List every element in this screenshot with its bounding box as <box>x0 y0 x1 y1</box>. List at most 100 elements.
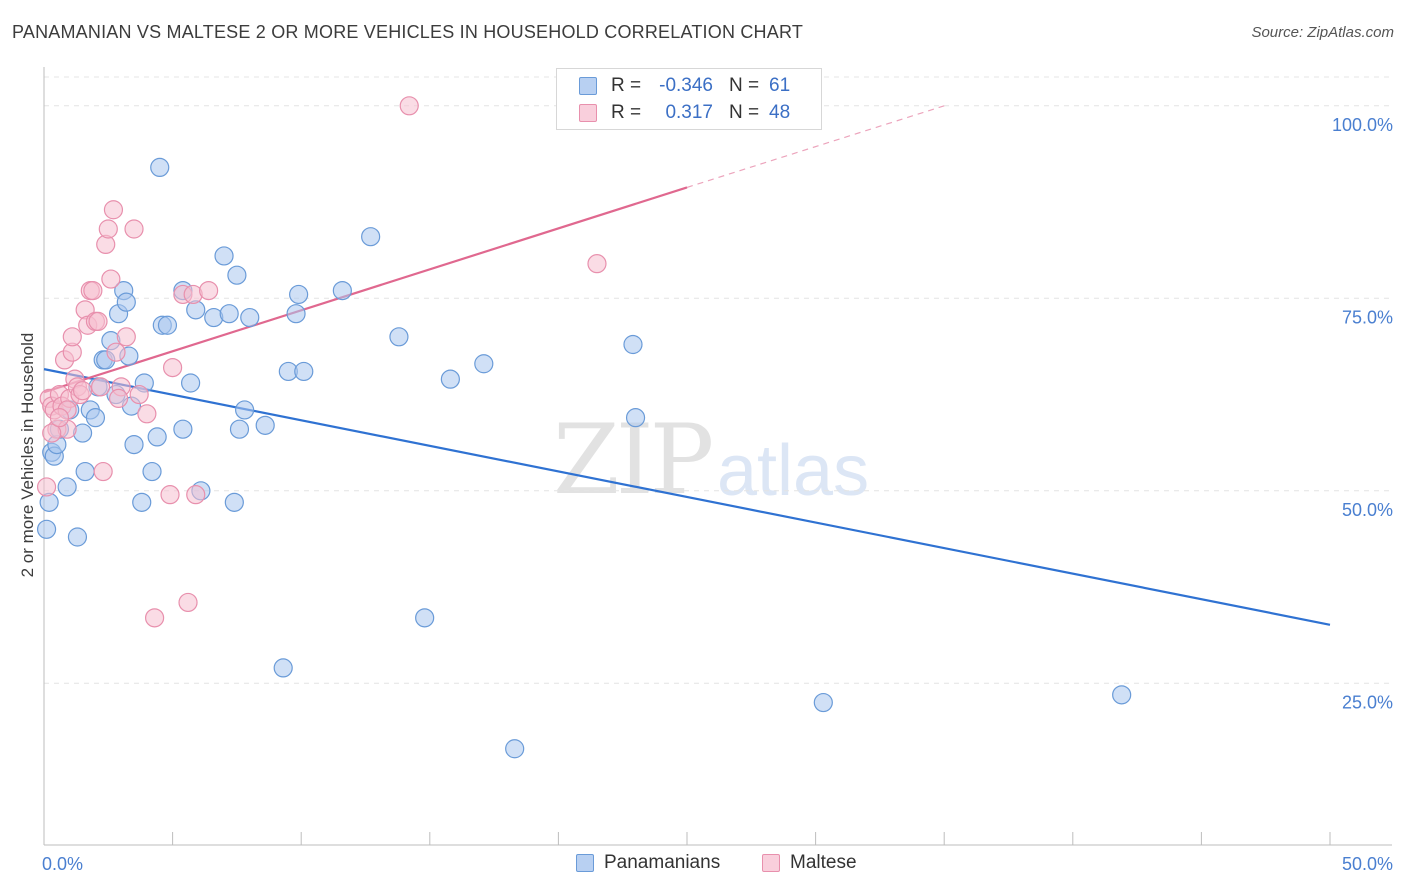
panamanian-point <box>361 227 381 247</box>
gridlines <box>44 76 1392 684</box>
maltese-point <box>93 461 113 482</box>
maltese-legend-swatch <box>762 854 780 872</box>
panamanian-point <box>440 369 460 389</box>
maltese-point <box>88 311 108 331</box>
panamanians-legend-swatch <box>576 854 594 872</box>
axes <box>43 67 1392 846</box>
maltese-point <box>199 281 219 301</box>
panamanian-point <box>289 284 309 305</box>
panamanians-n-value: 61 <box>769 75 791 96</box>
panamanian-point <box>214 246 234 266</box>
data-points <box>36 96 1132 759</box>
panamanian-point <box>147 427 167 447</box>
x-tick-label: 50.0% <box>1342 854 1393 874</box>
maltese-point <box>101 269 121 289</box>
panamanian-point <box>389 327 409 347</box>
maltese-point <box>124 219 144 239</box>
maltese-point <box>72 381 93 401</box>
bottom-legend-panamanians: Panamanians <box>576 852 720 874</box>
maltese-trend-extension <box>686 105 945 188</box>
maltese-point <box>103 200 124 220</box>
maltese-swatch <box>579 104 597 122</box>
panamanian-point <box>235 400 255 420</box>
panamanian-point <box>124 435 144 455</box>
panamanian-point <box>224 492 244 512</box>
panamanian-point <box>227 265 247 285</box>
maltese-legend-label: Maltese <box>790 852 857 873</box>
maltese-point <box>186 485 206 505</box>
maltese-point <box>587 254 607 274</box>
maltese-r-value: 0.317 <box>665 102 713 123</box>
panamanian-point <box>181 373 201 393</box>
panamanians-legend-label: Panamanians <box>604 852 721 873</box>
legend-r-label: R = <box>611 75 642 96</box>
panamanian-point <box>57 477 77 497</box>
maltese-n-value: 48 <box>769 102 791 123</box>
panamanian-point <box>173 419 193 439</box>
maltese-trend-line <box>43 186 688 394</box>
maltese-point <box>83 281 103 301</box>
legend-n-label: N = <box>729 75 760 96</box>
panamanian-point <box>505 739 525 759</box>
maltese-point <box>399 96 419 116</box>
legend-r-label: R = <box>611 102 642 123</box>
maltese-point <box>106 342 126 362</box>
panamanian-point <box>286 304 306 324</box>
maltese-point <box>62 327 82 347</box>
panamanian-point <box>474 354 494 374</box>
watermark-atlas: atlas <box>717 431 870 511</box>
maltese-point <box>116 327 136 347</box>
panamanian-point <box>813 692 833 713</box>
panamanian-point <box>150 157 170 177</box>
maltese-point <box>144 608 165 628</box>
correlation-legend: R = -0.346 N = 61 R = 0.317 N = 48 <box>556 68 822 130</box>
panamanian-point <box>157 315 178 335</box>
legend-row-maltese: R = 0.317 N = 48 <box>579 102 797 124</box>
bottom-legend-maltese: Maltese <box>762 852 857 874</box>
x-tick-label: 0.0% <box>42 854 83 874</box>
panamanian-point <box>229 419 250 439</box>
panamanian-point <box>294 361 314 382</box>
y-tick-label: 75.0% <box>1342 307 1393 327</box>
y-tick-label: 50.0% <box>1342 500 1393 520</box>
legend-n-label: N = <box>729 102 760 123</box>
chart-title: PANAMANIAN VS MALTESE 2 OR MORE VEHICLES… <box>12 22 804 42</box>
panamanian-point <box>116 292 136 312</box>
panamanian-point <box>132 492 152 512</box>
panamanians-r-value: -0.346 <box>659 75 713 96</box>
panamanian-point <box>67 527 88 547</box>
panamanian-point <box>625 408 646 428</box>
source-attribution: Source: ZipAtlas.com <box>1251 24 1394 41</box>
panamanian-point <box>240 307 260 328</box>
maltese-point <box>178 592 198 613</box>
trend-lines <box>43 105 1331 626</box>
panamanian-point <box>332 281 352 301</box>
y-tick-label: 25.0% <box>1342 692 1393 712</box>
panamanians-swatch <box>579 77 597 95</box>
legend-row-panamanians: R = -0.346 N = 61 <box>579 75 797 97</box>
maltese-point <box>108 388 129 408</box>
tick-labels: 100.0% 75.0% 50.0% 25.0% 0.0% 50.0% <box>42 115 1393 874</box>
maltese-point <box>163 358 183 378</box>
panamanian-point <box>623 334 643 355</box>
maltese-point <box>42 423 62 443</box>
panamanian-point <box>75 461 95 482</box>
panamanian-point <box>255 415 275 435</box>
maltese-point <box>36 477 57 497</box>
maltese-point <box>98 219 118 239</box>
panamanian-point <box>142 461 162 482</box>
y-tick-label: 100.0% <box>1332 115 1393 135</box>
panamanian-point <box>36 519 57 539</box>
maltese-point <box>49 408 70 428</box>
panamanian-point <box>415 608 435 628</box>
panamanian-point <box>273 658 293 678</box>
maltese-point <box>137 404 157 424</box>
maltese-point <box>160 485 180 505</box>
panamanian-point <box>85 408 106 428</box>
panamanians-trend-line <box>43 368 1331 626</box>
panamanian-point <box>219 304 239 324</box>
maltese-point <box>129 384 149 405</box>
maltese-point <box>90 377 111 397</box>
panamanian-point <box>1112 685 1132 705</box>
